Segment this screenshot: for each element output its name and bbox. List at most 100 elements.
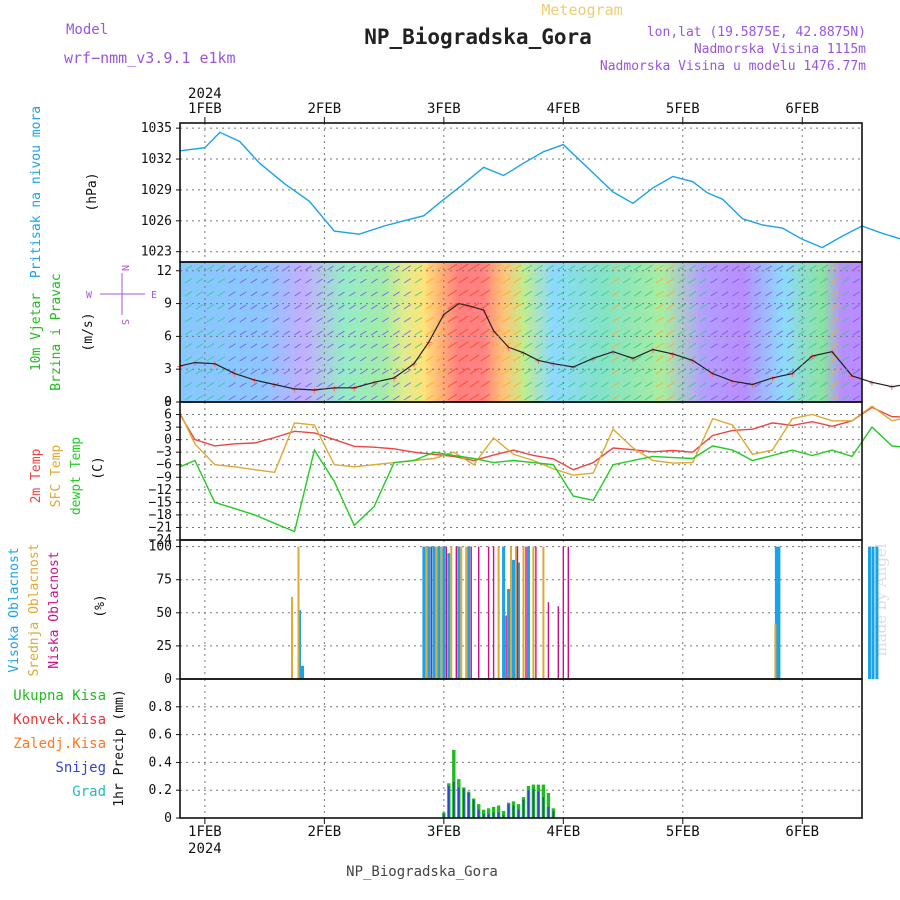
wind-barb xyxy=(206,382,215,388)
snow-bar xyxy=(537,791,540,818)
top-year-label: 2024 xyxy=(188,86,222,102)
wind-barb xyxy=(688,355,697,362)
wind-barb xyxy=(600,264,609,271)
wind-barb xyxy=(808,355,817,362)
wind-barb xyxy=(425,303,434,310)
wind-barb xyxy=(272,291,280,297)
wind-barb xyxy=(622,329,631,336)
precipitation-panel-frame xyxy=(179,678,863,819)
wind-barb xyxy=(688,277,697,284)
model-elevation-text: Nadmorska Visina u modelu 1476.77m xyxy=(600,59,866,74)
snow-bar xyxy=(542,797,545,818)
wind-barb xyxy=(338,356,345,362)
wind-barb xyxy=(469,341,480,349)
wind-barb xyxy=(852,265,860,271)
wind-barb xyxy=(469,393,480,401)
wind-barb xyxy=(721,395,729,401)
wind-barb xyxy=(370,356,378,362)
wind-barb xyxy=(732,369,740,375)
wind-barb xyxy=(776,317,784,323)
wind-barb xyxy=(327,317,334,323)
wind-barb xyxy=(798,369,806,375)
wind-barb xyxy=(743,395,751,401)
wind-barb xyxy=(316,369,323,375)
wind-barb xyxy=(305,330,312,336)
wind-barb xyxy=(808,394,817,401)
wind-barb xyxy=(787,291,795,297)
wind-barb xyxy=(677,290,686,297)
wind-barb xyxy=(589,290,598,297)
wind-barb xyxy=(798,330,806,336)
wind-barb xyxy=(677,264,686,271)
wind-barb xyxy=(710,265,718,271)
precip-legend-item: Konvek.Kisa xyxy=(13,712,106,728)
wind-barb xyxy=(250,395,258,401)
wind-barb xyxy=(283,330,291,336)
low-cloud-bar xyxy=(557,606,559,679)
wind-barb xyxy=(644,342,653,349)
wind-barb xyxy=(184,356,193,362)
wind-barb xyxy=(557,343,565,349)
wind-barb xyxy=(327,382,334,388)
wind-barb xyxy=(250,278,258,284)
low-cloud-axis-title: Niska Oblacnost xyxy=(47,551,62,668)
temperature-y-tick-label: −24 xyxy=(149,533,173,548)
wind-barb xyxy=(535,329,543,336)
wind-barb xyxy=(765,304,773,310)
wind-barb xyxy=(633,368,642,375)
wind-barb xyxy=(633,303,642,310)
wind-barb xyxy=(557,278,565,284)
wind-barb xyxy=(414,277,423,284)
wind-barb xyxy=(447,328,458,336)
wind-barb xyxy=(217,291,226,297)
wind-barb xyxy=(316,291,323,297)
wind-barb xyxy=(359,317,367,323)
wind-barb xyxy=(852,317,860,323)
wind-barb xyxy=(776,369,784,375)
wind-barb xyxy=(677,342,686,349)
wind-barb xyxy=(250,304,258,310)
wind-barb xyxy=(688,342,697,349)
wind-barb xyxy=(819,316,828,323)
wind-barb xyxy=(294,317,301,323)
wind-barb xyxy=(250,369,258,375)
wind-barb xyxy=(327,278,334,284)
wind-barb xyxy=(381,304,389,310)
wind-barb xyxy=(524,342,533,349)
wind-barb xyxy=(743,265,751,271)
mid-cloud-bar xyxy=(515,546,517,679)
wind-barb xyxy=(184,382,193,388)
wind-barb xyxy=(491,329,501,336)
wind-barb xyxy=(611,368,620,375)
wind-barb xyxy=(600,303,609,310)
wind-barb xyxy=(370,395,378,401)
wind-barb xyxy=(589,342,598,349)
wind-barb xyxy=(283,343,291,349)
wind-barb xyxy=(568,291,576,297)
wind-barb xyxy=(535,368,543,375)
wind-barb xyxy=(524,303,533,310)
wind-barb xyxy=(787,369,795,375)
wind-barb xyxy=(370,369,378,375)
high-cloud-bar xyxy=(432,546,436,679)
wind-barb xyxy=(535,394,543,401)
wind-barb xyxy=(546,381,554,388)
top-day-label: 1FEB xyxy=(188,101,222,117)
clouds-y-tick-label: 75 xyxy=(156,573,172,588)
wind-barb xyxy=(206,291,215,297)
wind-barb xyxy=(392,278,400,284)
temperature-y-tick-label: 3 xyxy=(164,420,172,435)
pressure-unit: (hPa) xyxy=(85,172,100,211)
wind-y-tick-label: 3 xyxy=(164,362,172,377)
wind-barb xyxy=(666,394,675,401)
wind-barb xyxy=(480,276,491,284)
wind-barb xyxy=(743,291,751,297)
wind-barb xyxy=(403,304,412,310)
wind-barb xyxy=(622,342,631,349)
wind-barb xyxy=(776,343,784,349)
wind-barb xyxy=(644,355,653,362)
wind-barb xyxy=(688,329,697,336)
mid-cloud-bar xyxy=(542,546,545,679)
wind-barb xyxy=(414,329,423,336)
lonlat-text: lon,lat (19.5875E, 42.8875N) xyxy=(647,25,866,40)
